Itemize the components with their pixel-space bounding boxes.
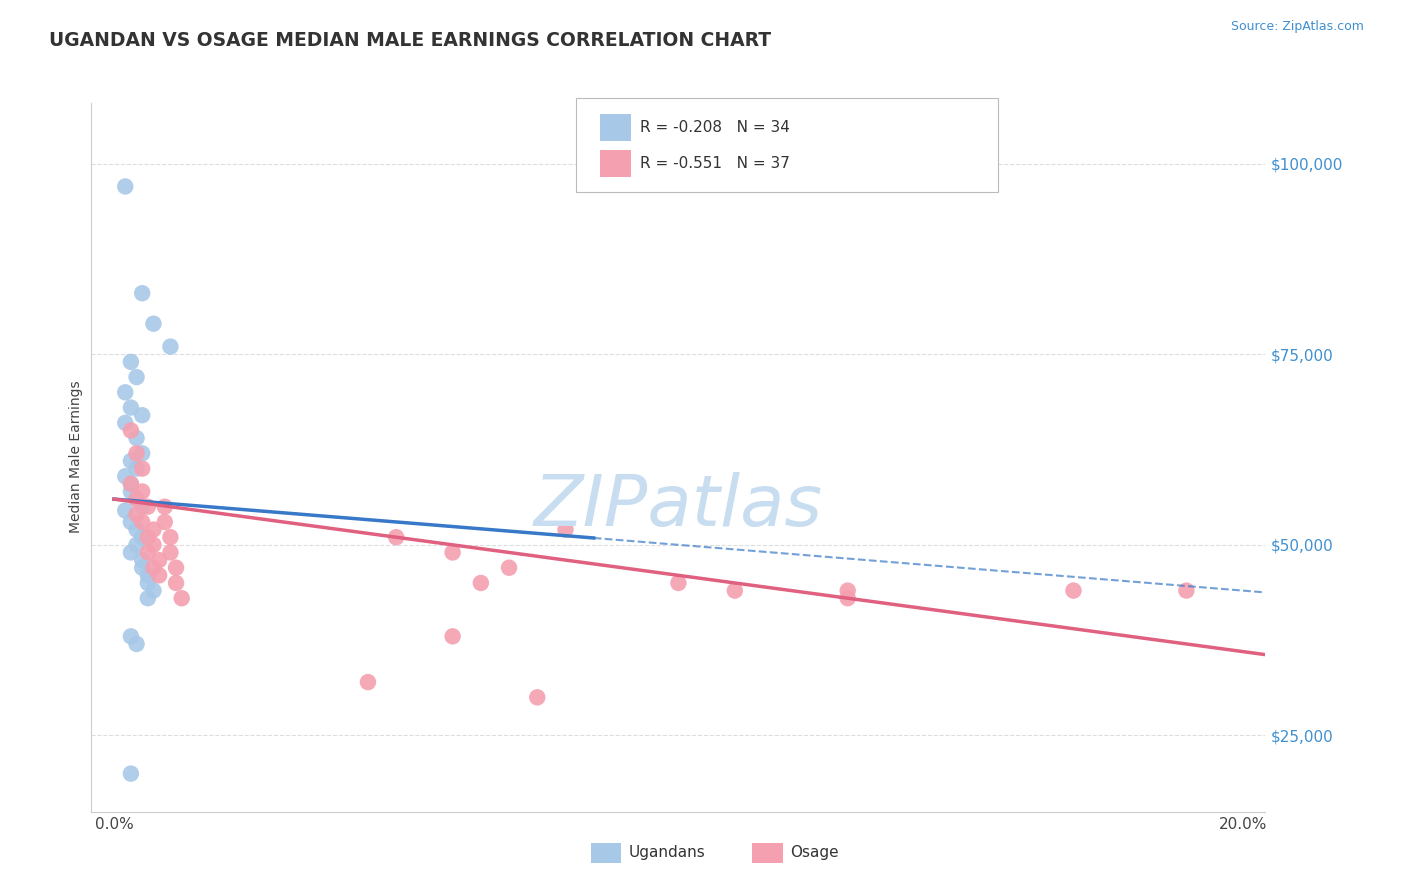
Point <box>148 553 170 567</box>
Point <box>170 591 193 606</box>
Point <box>125 538 148 552</box>
Point <box>136 500 159 514</box>
Point <box>159 530 181 544</box>
Point <box>142 538 165 552</box>
Text: R = -0.551   N = 37: R = -0.551 N = 37 <box>640 156 790 170</box>
Text: Ugandans: Ugandans <box>628 846 706 860</box>
Point <box>165 576 187 591</box>
Point <box>153 515 176 529</box>
Point <box>131 408 153 422</box>
Point <box>125 523 148 537</box>
Point <box>125 492 148 507</box>
Point <box>120 454 142 468</box>
Point <box>125 637 148 651</box>
Point <box>131 484 153 499</box>
Point <box>837 583 859 598</box>
Point <box>441 629 464 643</box>
Point <box>120 401 142 415</box>
Point <box>165 560 187 574</box>
Point <box>666 576 689 591</box>
Point <box>159 545 181 559</box>
Point <box>125 508 148 522</box>
Point <box>120 766 142 780</box>
Point <box>131 461 153 475</box>
Point <box>554 523 576 537</box>
Point <box>120 424 142 438</box>
Point <box>136 545 159 559</box>
Point <box>120 476 142 491</box>
Text: ZIPatlas: ZIPatlas <box>534 472 823 541</box>
Point <box>120 545 142 559</box>
Point <box>136 568 159 582</box>
Point <box>125 431 148 445</box>
Point <box>498 560 520 574</box>
Point <box>131 560 153 574</box>
Point <box>142 317 165 331</box>
Point <box>114 469 136 483</box>
Text: Osage: Osage <box>790 846 839 860</box>
Point <box>724 583 747 598</box>
Text: Source: ZipAtlas.com: Source: ZipAtlas.com <box>1230 20 1364 33</box>
Point <box>120 476 142 491</box>
Point <box>125 492 148 507</box>
Point <box>142 560 165 574</box>
Point <box>120 484 142 499</box>
Point <box>114 503 136 517</box>
Point <box>131 515 153 529</box>
Point <box>136 530 159 544</box>
Point <box>526 690 548 705</box>
Point <box>357 675 380 690</box>
Point <box>148 568 170 582</box>
Point <box>131 446 153 460</box>
Text: UGANDAN VS OSAGE MEDIAN MALE EARNINGS CORRELATION CHART: UGANDAN VS OSAGE MEDIAN MALE EARNINGS CO… <box>49 31 772 50</box>
Point <box>1063 583 1085 598</box>
Point <box>153 500 176 514</box>
Point <box>142 583 165 598</box>
Point <box>114 385 136 400</box>
Point <box>470 576 492 591</box>
Point <box>131 553 153 567</box>
Point <box>125 370 148 384</box>
Point <box>120 355 142 369</box>
Point <box>136 591 159 606</box>
Point <box>385 530 408 544</box>
Point <box>159 340 181 354</box>
Y-axis label: Median Male Earnings: Median Male Earnings <box>69 381 83 533</box>
Point <box>131 500 153 514</box>
Point <box>131 530 153 544</box>
Point <box>125 446 148 460</box>
Text: R = -0.208   N = 34: R = -0.208 N = 34 <box>640 120 790 135</box>
Point <box>441 545 464 559</box>
Point <box>142 523 165 537</box>
Point <box>120 515 142 529</box>
Point <box>837 591 859 606</box>
Point <box>120 629 142 643</box>
Point <box>136 576 159 591</box>
Point <box>114 416 136 430</box>
Point <box>125 461 148 475</box>
Point <box>114 179 136 194</box>
Point <box>131 286 153 301</box>
Point <box>1175 583 1198 598</box>
